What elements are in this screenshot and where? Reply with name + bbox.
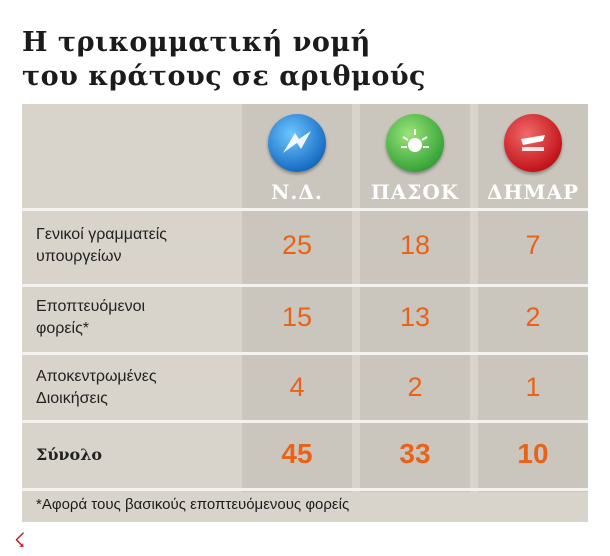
table-cell: 25: [281, 230, 313, 260]
table-cell: 1: [525, 372, 541, 402]
party-name-pasok: ΠΑΣΟΚ: [370, 180, 460, 204]
row-label-supervised-bodies: Εποπτευόμενοι φορείς*: [36, 296, 226, 340]
table-cell: 15: [281, 302, 313, 332]
table-cell-total: 33: [399, 438, 431, 469]
title-line-1: Η τρικομματική νομή: [22, 27, 371, 58]
table-cell-total: 45: [281, 438, 313, 469]
data-table: Ν.Δ. ΠΑΣΟΚ ΔΗΜΑΡ Γενικοί γραμματείς υπου…: [22, 104, 588, 522]
table-cell: 18: [399, 230, 431, 260]
row-label-line: Αποκεντρωμένες: [36, 368, 157, 385]
table-cell-total: 10: [517, 438, 549, 469]
row-label-decentralized-administrations: Αποκεντρωμένες Διοικήσεις: [36, 366, 226, 410]
row-label-line: υπουργείων: [36, 248, 122, 265]
pasok-logo-icon: [386, 114, 444, 172]
title-line-2: του κράτους σε αριθμούς: [22, 61, 427, 92]
row-divider: [22, 420, 588, 423]
row-label-general-secretaries: Γενικοί γραμματείς υπουργείων: [36, 224, 226, 268]
row-divider: [22, 488, 588, 491]
publisher-logo-icon: ☇: [14, 528, 26, 552]
row-label-line: Εποπτευόμενοι: [36, 298, 146, 315]
table-cell: 7: [525, 230, 541, 260]
row-divider: [22, 208, 588, 211]
row-divider: [22, 284, 588, 287]
chart-title: Η τρικομματική νομή του κράτους σε αριθμ…: [22, 26, 582, 94]
dimar-logo-icon: [504, 114, 562, 172]
footnote: *Αφορά τους βασικούς εποπτευόμενους φορε…: [36, 496, 350, 513]
row-label-line: Γενικοί γραμματείς: [36, 226, 167, 243]
table-cell: 2: [407, 372, 423, 402]
party-name-dimar: ΔΗΜΑΡ: [486, 180, 580, 204]
table-cell: 13: [399, 302, 431, 332]
party-name-nd: Ν.Δ.: [271, 180, 323, 204]
row-label-total: Σύνολο: [36, 445, 103, 464]
row-label-line: Διοικήσεις: [36, 390, 108, 407]
row-label-line: φορείς*: [36, 320, 89, 337]
table-cell: 2: [525, 302, 541, 332]
row-divider: [22, 352, 588, 355]
table-cell: 4: [289, 372, 305, 402]
nd-logo-icon: [268, 114, 326, 172]
